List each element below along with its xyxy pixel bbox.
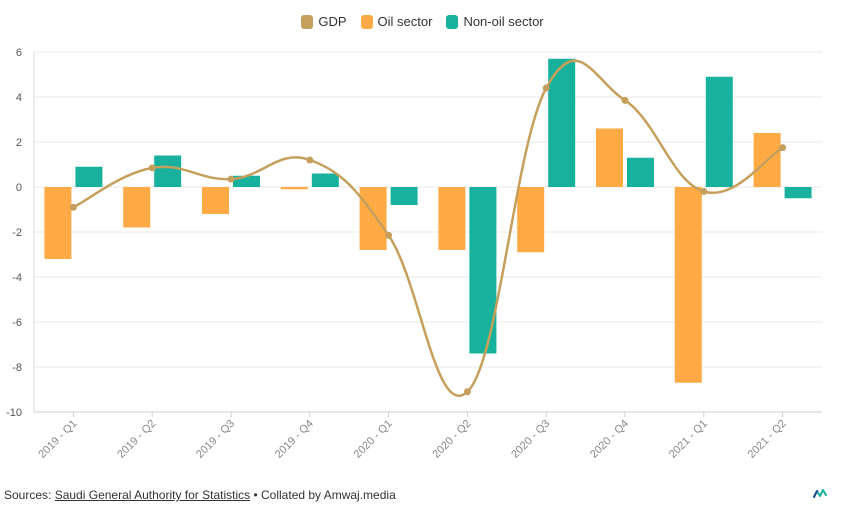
bar-oil-sector xyxy=(517,187,545,253)
legend-label-gdp: GDP xyxy=(318,14,347,29)
bar-non-oil-sector xyxy=(390,187,418,205)
y-tick-label: -2 xyxy=(12,227,22,239)
gdp-point xyxy=(69,203,77,211)
x-tick-label: 2019 - Q1 xyxy=(36,418,79,461)
bar-non-oil-sector xyxy=(311,173,339,187)
y-tick-label: -4 xyxy=(12,272,22,284)
x-tick-label: 2019 - Q4 xyxy=(273,418,316,461)
gdp-point xyxy=(227,175,235,183)
gdp-point xyxy=(148,164,156,172)
y-tick-label: -6 xyxy=(12,317,22,329)
legend-swatch-oil xyxy=(360,14,373,29)
gdp-point xyxy=(463,388,471,396)
bar-non-oil-sector xyxy=(233,175,260,187)
y-tick-label: 6 xyxy=(16,47,22,59)
legend-item-nonoil[interactable]: Non-oil sector xyxy=(446,14,544,29)
y-tick-label: 4 xyxy=(16,92,22,104)
x-tick-label: 2019 - Q2 xyxy=(115,418,158,461)
gdp-point xyxy=(700,188,708,195)
bar-oil-sector xyxy=(674,187,702,383)
bar-oil-sector xyxy=(438,187,466,250)
footer-suffix: • Collated by Amwaj.media xyxy=(250,488,396,502)
gdp-point xyxy=(385,231,393,239)
gdp-point xyxy=(542,84,550,92)
x-tick-label: 2021 - Q1 xyxy=(667,418,710,461)
bar-non-oil-sector xyxy=(784,187,812,199)
x-tick-label: 2020 - Q3 xyxy=(509,418,552,461)
legend-label-oil: Oil sector xyxy=(377,14,433,29)
x-tick-label: 2020 - Q2 xyxy=(430,418,473,461)
gdp-point xyxy=(621,96,629,104)
bar-non-oil-sector xyxy=(548,58,576,187)
y-tick-label: -10 xyxy=(6,407,22,419)
gdp-line xyxy=(72,59,784,397)
source-footer: Sources: Saudi General Authority for Sta… xyxy=(4,488,396,502)
bar-oil-sector xyxy=(280,187,308,190)
bar-oil-sector xyxy=(596,128,623,187)
legend-label-nonoil: Non-oil sector xyxy=(463,14,544,29)
y-tick-label: 2 xyxy=(16,137,22,149)
bar-oil-sector xyxy=(44,187,72,259)
chart-plot: 6 4 2 0 -2 -4 -6 -8 -10 2019 - Q1 2019 - Q2 2019 - … xyxy=(6,47,822,461)
bar-non-oil-sector xyxy=(154,155,182,187)
source-link[interactable]: Saudi General Authority for Statistics xyxy=(54,488,251,502)
legend-item-oil[interactable]: Oil sector xyxy=(360,14,433,29)
gdp-point xyxy=(306,156,314,164)
x-tick-label: 2021 - Q2 xyxy=(746,418,789,461)
gdp-point xyxy=(779,144,787,152)
bar-oil-sector xyxy=(202,187,229,214)
x-tick-label: 2019 - Q3 xyxy=(194,418,237,461)
bar-oil-sector xyxy=(123,187,151,228)
bar-oil-sector xyxy=(359,187,387,250)
bar-non-oil-sector xyxy=(75,166,103,187)
amwaj-logo-icon[interactable] xyxy=(813,487,827,499)
bar-non-oil-sector xyxy=(705,76,733,187)
footer-prefix: Sources: xyxy=(4,488,55,502)
legend-swatch-gdp xyxy=(301,14,314,29)
legend-swatch-nonoil xyxy=(446,14,459,29)
y-tick-label: -8 xyxy=(12,362,22,374)
x-tick-label: 2020 - Q4 xyxy=(588,418,631,461)
bar-non-oil-sector xyxy=(627,157,654,187)
x-tick-label: 2020 - Q1 xyxy=(352,418,395,461)
legend-item-gdp[interactable]: GDP xyxy=(301,14,347,29)
chart-legend: GDP Oil sector Non-oil sector xyxy=(0,14,845,29)
y-tick-label: 0 xyxy=(16,182,22,194)
